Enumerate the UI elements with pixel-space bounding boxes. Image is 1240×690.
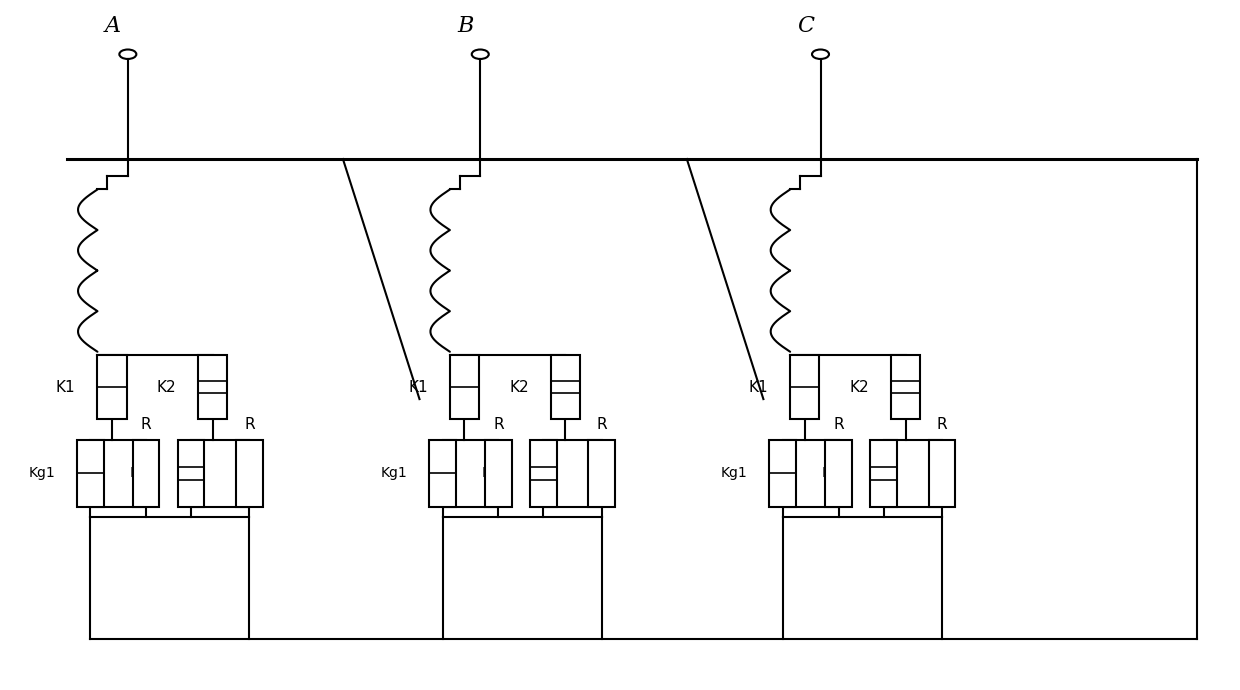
Text: R: R [244, 417, 254, 431]
Text: K2: K2 [510, 380, 528, 395]
Bar [236, 440, 263, 507]
Bar [551, 355, 580, 420]
Bar [485, 440, 512, 507]
Bar [98, 355, 126, 420]
Bar [929, 440, 955, 507]
Bar [77, 440, 104, 507]
Text: Kg2: Kg2 [129, 466, 156, 480]
Bar [790, 355, 820, 420]
Text: Kg1: Kg1 [381, 466, 407, 480]
Text: K1: K1 [749, 380, 769, 395]
Text: Kg2: Kg2 [822, 466, 848, 480]
Bar [870, 440, 897, 507]
Text: R: R [141, 417, 151, 431]
Bar [450, 355, 479, 420]
Text: A: A [105, 15, 122, 37]
Text: B: B [458, 15, 474, 37]
Text: Kg1: Kg1 [29, 466, 55, 480]
Bar [198, 355, 227, 420]
Text: K1: K1 [408, 380, 428, 395]
Text: Kg1: Kg1 [720, 466, 748, 480]
Text: R: R [494, 417, 503, 431]
Text: R: R [596, 417, 608, 431]
Text: R: R [936, 417, 947, 431]
Text: K2: K2 [156, 380, 176, 395]
Text: C: C [797, 15, 815, 37]
Bar [429, 440, 456, 507]
Text: K1: K1 [56, 380, 76, 395]
Bar [133, 440, 160, 507]
Text: R: R [833, 417, 844, 431]
Bar [529, 440, 557, 507]
Bar [177, 440, 205, 507]
Bar [826, 440, 852, 507]
Bar [892, 355, 920, 420]
Bar [589, 440, 615, 507]
Bar [770, 440, 796, 507]
Text: Kg2: Kg2 [481, 466, 508, 480]
Text: K2: K2 [849, 380, 869, 395]
